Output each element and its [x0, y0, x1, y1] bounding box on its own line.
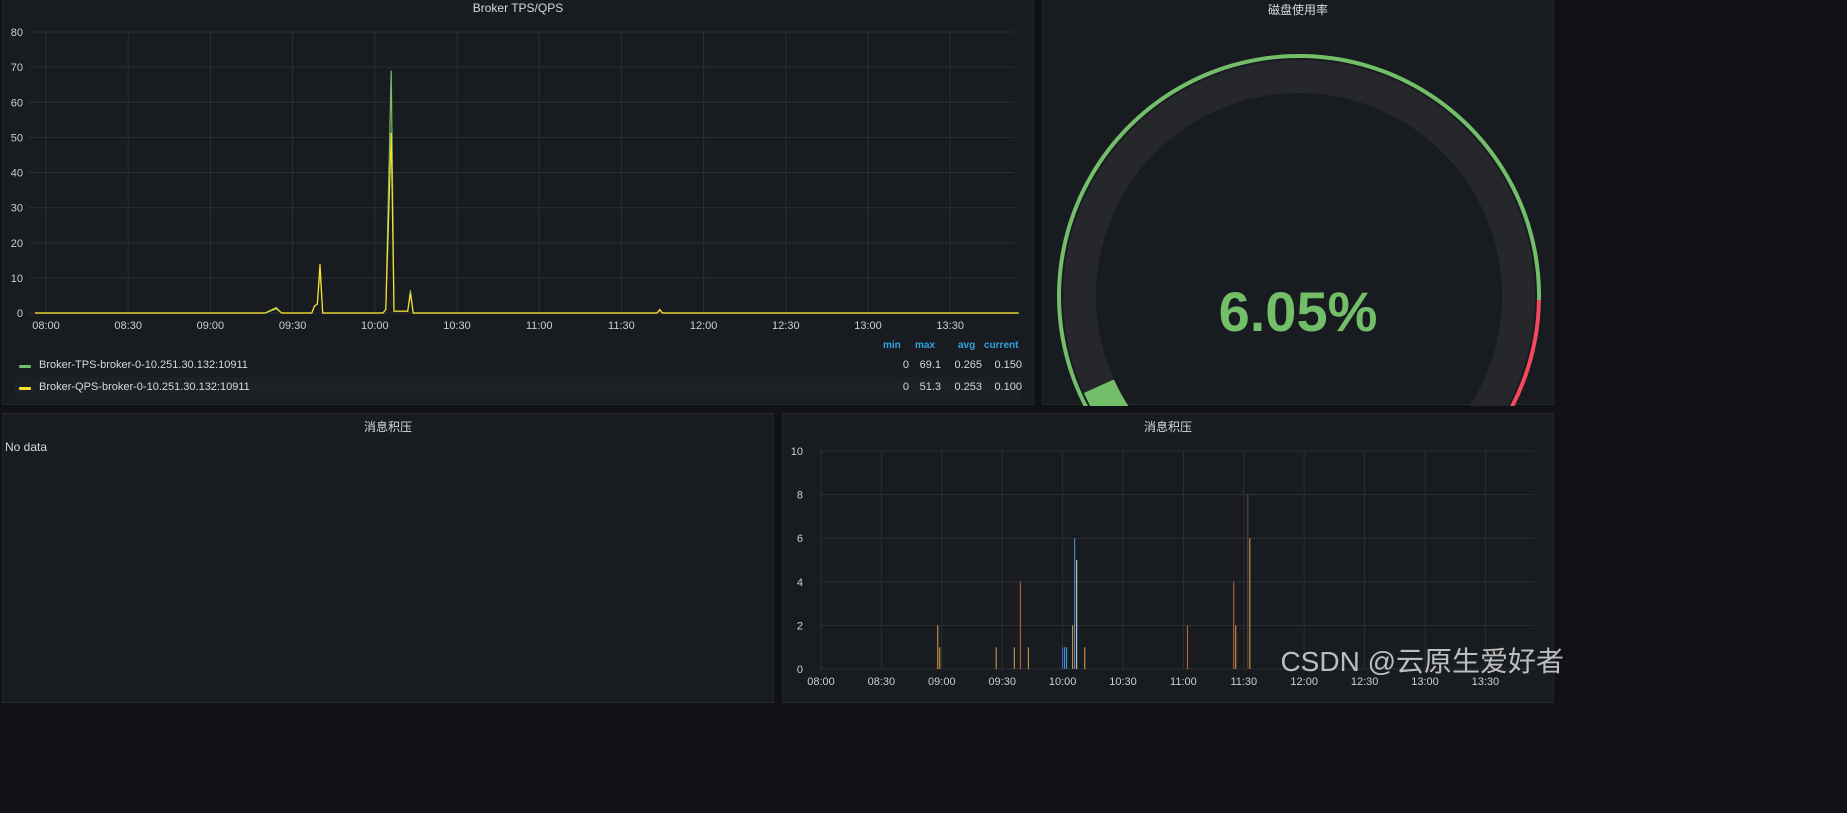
- gauge-threshold-ok-arc: [1057, 54, 1541, 406]
- x-tick-label: 11:00: [1170, 676, 1197, 688]
- y-tick-label: 80: [11, 27, 23, 39]
- panel-title[interactable]: 消息积压: [363, 420, 412, 434]
- legend-max: 69.1: [919, 359, 941, 371]
- disk-usage-gauge: [1057, 54, 1541, 406]
- no-data-message: No data: [5, 440, 48, 454]
- legend-current: 0.150: [994, 359, 1022, 371]
- series-color-swatch: [19, 365, 31, 368]
- legend-row-qps[interactable]: Broker-QPS-broker-0-10.251.30.132:10911 …: [15, 377, 1022, 399]
- x-tick-label: 11:00: [526, 320, 553, 332]
- gauge-threshold-bad-arc: [1510, 300, 1541, 406]
- y-tick-label: 2: [797, 620, 803, 632]
- legend-current: 0.100: [994, 381, 1022, 393]
- legend-series-name[interactable]: Broker-QPS-broker-0-10.251.30.132:10911: [39, 381, 250, 393]
- y-tick-label: 70: [11, 62, 23, 74]
- tps-chart[interactable]: 0 10 20 30 40 50 60 70 80 08:00 08:30 09:00 09:30 10:…: [3, 0, 1035, 406]
- panel-broker-tps: Broker TPS/QPS 0 10 20 30 40 50 60 70 80 08:00 08:…: [2, 0, 1034, 405]
- panel-backlog-empty: 消息积压 No data: [2, 413, 774, 703]
- y-tick-label: 30: [11, 203, 23, 215]
- backlog-chart[interactable]: 0 2 4 6 8 10 08:00 08:30 09:00 09:30 10:00 10:30 11:…: [783, 414, 1555, 704]
- panel-disk-usage: 磁盘使用率 6.05%: [1042, 0, 1554, 406]
- y-tick-label: 4: [797, 577, 803, 589]
- x-tick-label: 08:00: [32, 320, 60, 332]
- x-tick-label: 10:30: [1109, 676, 1137, 688]
- y-tick-label: 8: [797, 490, 803, 502]
- y-tick-label: 40: [11, 168, 23, 180]
- legend-header-current[interactable]: current: [984, 340, 1019, 351]
- legend-series-name[interactable]: Broker-TPS-broker-0-10.251.30.132:10911: [39, 359, 248, 371]
- y-tick-label: 0: [17, 308, 23, 320]
- x-tick-label: 08:30: [114, 320, 142, 332]
- gauge-value-arc: [1083, 379, 1129, 406]
- x-tick-label: 11:30: [608, 320, 635, 332]
- x-tick-label: 09:00: [197, 320, 225, 332]
- x-tick-label: 10:30: [443, 320, 471, 332]
- legend-header-min[interactable]: min: [883, 340, 901, 351]
- legend-avg: 0.253: [954, 381, 982, 393]
- y-tick-label: 10: [791, 446, 803, 458]
- y-tick-label: 10: [11, 273, 23, 285]
- legend-avg: 0.265: [954, 359, 982, 371]
- x-tick-label: 11:30: [1230, 676, 1257, 688]
- y-tick-label: 50: [11, 132, 23, 144]
- x-tick-label: 09:00: [928, 676, 956, 688]
- x-tick-label: 12:30: [1351, 676, 1379, 688]
- panel-title[interactable]: Broker TPS/QPS: [472, 1, 564, 15]
- x-tick-label: 08:00: [807, 676, 835, 688]
- panel-title[interactable]: 消息积压: [1143, 420, 1192, 434]
- x-tick-label: 12:00: [1290, 676, 1318, 688]
- x-tick-label: 12:30: [772, 320, 800, 332]
- y-tick-label: 60: [11, 97, 23, 109]
- series-line: [35, 132, 1019, 314]
- panel-title[interactable]: 磁盘使用率: [1267, 3, 1328, 17]
- y-tick-label: 20: [11, 238, 23, 250]
- series-line: [35, 70, 1019, 314]
- x-tick-label: 13:30: [1472, 676, 1500, 688]
- legend-min: 0: [902, 359, 909, 371]
- legend-min: 0: [902, 381, 909, 393]
- legend-row-tps[interactable]: Broker-TPS-broker-0-10.251.30.132:10911 …: [15, 355, 1022, 377]
- y-tick-label: 0: [797, 664, 803, 676]
- series-color-swatch: [19, 387, 31, 390]
- watermark: CSDN @云原生爱好者: [1280, 646, 1564, 677]
- panel-backlog: 消息积压 0 2 4 6 8 10 08:00 08:30 09:00 09:30 10:00 10:…: [782, 413, 1554, 703]
- gauge-track: [1063, 59, 1535, 406]
- x-tick-label: 13:00: [1411, 676, 1439, 688]
- x-tick-label: 10:00: [361, 320, 389, 332]
- y-tick-label: 6: [797, 533, 803, 545]
- x-tick-label: 13:30: [936, 320, 964, 332]
- x-tick-label: 09:30: [988, 676, 1016, 688]
- x-tick-label: 10:00: [1049, 676, 1077, 688]
- x-tick-label: 09:30: [279, 320, 307, 332]
- legend-max: 51.3: [919, 381, 941, 393]
- legend-header-max[interactable]: max: [915, 340, 936, 351]
- x-tick-label: 08:30: [868, 676, 896, 688]
- x-tick-label: 12:00: [690, 320, 718, 332]
- x-tick-label: 13:00: [854, 320, 882, 332]
- legend-header-avg[interactable]: avg: [958, 340, 976, 351]
- gauge-value: 6.05%: [1218, 280, 1378, 343]
